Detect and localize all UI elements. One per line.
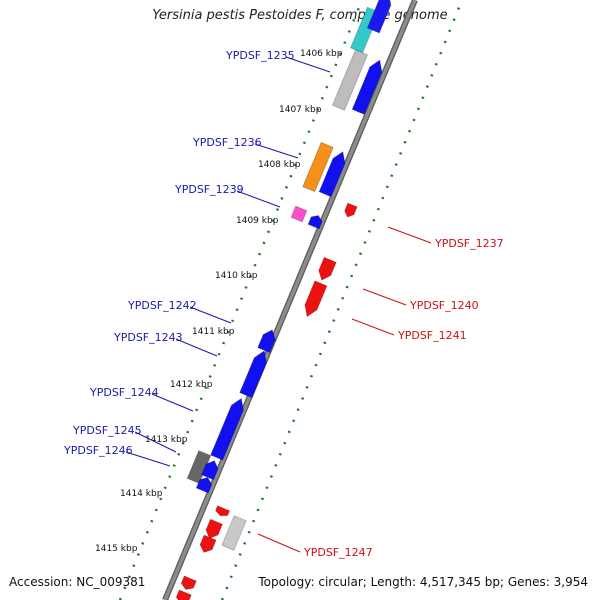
forward-label-leader xyxy=(125,451,171,467)
gene-feature-grey-1235[interactable] xyxy=(331,49,369,111)
forward-gene-label[interactable]: YPDSF_1235 xyxy=(225,49,295,62)
scale-label: 1413 kbp xyxy=(145,435,188,445)
reverse-gene-label[interactable]: YPDSF_1241 xyxy=(397,329,467,342)
reverse-gene-label[interactable]: YPDSF_1247 xyxy=(303,546,373,559)
accession-text: Accession: NC_009381 xyxy=(9,575,146,589)
reverse-gene-label[interactable]: YPDSF_1237 xyxy=(434,237,504,250)
gene-feature-red-c[interactable] xyxy=(205,518,223,539)
scale-label: 1410 kbp xyxy=(215,271,258,281)
reverse-label-leader xyxy=(387,226,432,244)
gene-feature-1242[interactable] xyxy=(257,329,276,354)
gene-feature-orange-1236[interactable] xyxy=(302,141,334,193)
forward-gene-label[interactable]: YPDSF_1242 xyxy=(127,299,197,312)
forward-gene-label[interactable]: YPDSF_1245 xyxy=(72,424,142,437)
scale-label: 1412 kbp xyxy=(170,380,213,390)
gene-feature-red-d[interactable] xyxy=(199,534,217,553)
forward-label-leader xyxy=(175,338,218,357)
gene-feature-red-e[interactable] xyxy=(180,575,197,590)
reverse-label-leader xyxy=(362,288,407,306)
gene-feature-1245[interactable] xyxy=(201,460,219,481)
scale-label: 1414 kbp xyxy=(120,489,163,499)
forward-label-leader xyxy=(254,143,299,159)
gene-feature-red-f[interactable] xyxy=(175,589,192,600)
forward-gene-label[interactable]: YPDSF_1239 xyxy=(174,183,244,196)
scale-label: 1415 kbp xyxy=(95,544,138,554)
reverse-label-leader xyxy=(257,533,301,553)
forward-gene-label[interactable]: YPDSF_1244 xyxy=(89,386,159,399)
scale-label: 1407 kbp xyxy=(279,105,322,115)
gene-feature-forward-top[interactable] xyxy=(366,0,392,34)
forward-gene-label[interactable]: YPDSF_1236 xyxy=(192,136,262,149)
gene-feature-1240[interactable] xyxy=(304,280,328,318)
gene-feature-1237[interactable] xyxy=(344,202,358,218)
reverse-label-leader xyxy=(351,318,395,336)
forward-gene-label[interactable]: YPDSF_1243 xyxy=(113,331,183,344)
sequence-backbone xyxy=(163,0,417,600)
gene-feature-red-a[interactable] xyxy=(318,256,337,281)
gene-feature-red-b[interactable] xyxy=(215,505,231,517)
reverse-gene-label[interactable]: YPDSF_1240 xyxy=(409,299,479,312)
gene-feature-pink-1239[interactable] xyxy=(290,205,308,223)
gene-feature-grey-1247[interactable] xyxy=(221,515,247,551)
scale-label: 1408 kbp xyxy=(258,160,301,170)
forward-label-leader xyxy=(134,431,177,453)
scale-label: 1411 kbp xyxy=(192,327,235,337)
forward-label-leader xyxy=(189,306,232,324)
scale-label: 1406 kbp xyxy=(300,49,343,59)
gene-feature-1243[interactable] xyxy=(239,350,267,399)
forward-label-leader xyxy=(236,190,281,208)
forward-gene-label[interactable]: YPDSF_1246 xyxy=(63,444,133,457)
gene-feature-1246[interactable] xyxy=(195,477,213,494)
gene-feature-1236[interactable] xyxy=(318,151,346,198)
forward-label-leader xyxy=(151,393,194,412)
forward-label-leader xyxy=(285,56,331,73)
gene-feature-1244[interactable] xyxy=(210,397,244,461)
gene-feature-1235-region[interactable] xyxy=(351,59,383,115)
gene-feature-1239[interactable] xyxy=(307,215,323,230)
scale-label: 1409 kbp xyxy=(236,216,279,226)
topology-text: Topology: circular; Length: 4,517,345 bp… xyxy=(258,575,588,589)
